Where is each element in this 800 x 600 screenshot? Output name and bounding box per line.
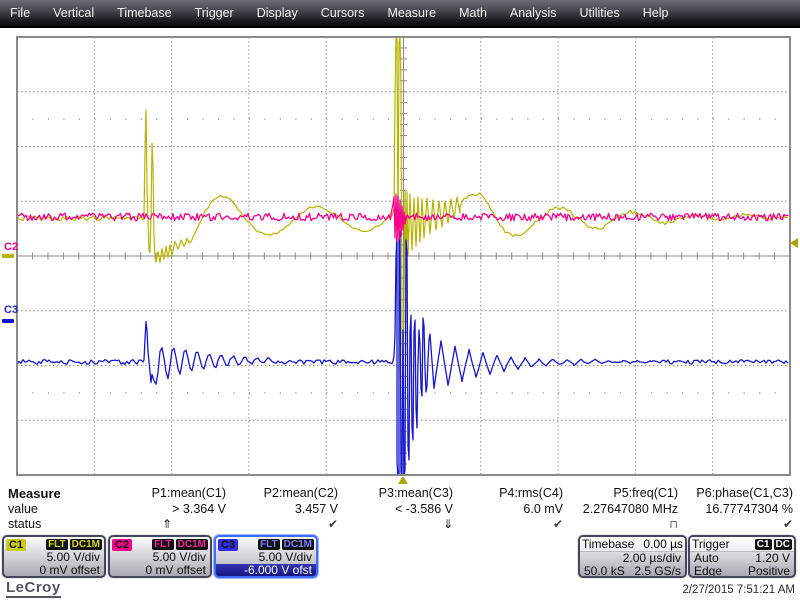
lecroy-logo: LeCroy: [6, 579, 61, 598]
measure-p5-value: 2.27647080 MHz: [582, 501, 678, 516]
menu-item-file[interactable]: File: [10, 6, 31, 20]
trigger-level-marker[interactable]: [790, 238, 798, 248]
trigger-coupling-badge: DC: [773, 539, 792, 550]
measure-p4-label[interactable]: P4:rms(C4): [499, 486, 563, 500]
trigger-mode: Auto: [694, 551, 719, 565]
c3-volts-per-div: 5.00 V/div: [258, 550, 312, 564]
c3-offset: -6.000 V ofst: [216, 564, 316, 576]
c2-volts-per-div: 5.00 V/div: [152, 550, 206, 564]
coupling-badge-flt: FLT: [258, 539, 280, 550]
c2-trace: [18, 193, 789, 243]
timebase-title: Timebase: [582, 537, 635, 551]
measure-p6-label[interactable]: P6:phase(C1,C3): [696, 486, 793, 500]
coupling-badge-dc1m: DC1M: [69, 539, 102, 550]
measure-p5-label[interactable]: P5:freq(C1): [613, 486, 678, 500]
timestamp: 2/27/2015 7:51:21 AM: [682, 584, 795, 596]
channel-zero-marker-c1[interactable]: [2, 254, 14, 258]
measure-p1-value: > 3.364 V: [172, 501, 226, 516]
measure-table-title: Measure: [8, 486, 61, 501]
channel-chip-c1: C1: [6, 538, 27, 551]
coupling-badge-flt: FLT: [46, 539, 68, 550]
channel-chip-c2: C2: [112, 538, 133, 551]
measure-p6-status-ok-icon: ✔: [782, 517, 793, 531]
measure-p4-status-ok-icon: ✔: [552, 517, 563, 531]
channel-descriptor-c2[interactable]: C2 FLT DC1M 5.00 V/div 0 mV offset: [108, 535, 212, 578]
measure-p3-status-underrange-icon: ⇓: [442, 517, 453, 531]
menu-item-math[interactable]: Math: [459, 6, 487, 20]
traces: [18, 38, 789, 474]
measure-table: Measure P1:mean(C1) P2:mean(C2) P3:mean(…: [8, 486, 795, 533]
trigger-slope: Positive: [747, 564, 790, 578]
channel-descriptor-c1[interactable]: C1 FLT DC1M 5.00 V/div 0 mV offset: [2, 535, 106, 578]
coupling-badge-dc1m: DC1M: [175, 539, 208, 550]
measure-status-row-label: status: [8, 517, 42, 531]
measure-p4-value: 6.0 mV: [523, 501, 563, 516]
menu-item-help[interactable]: Help: [642, 6, 669, 20]
measure-p2-status-ok-icon: ✔: [327, 517, 338, 531]
measure-p2-label[interactable]: P2:mean(C2): [263, 486, 338, 500]
timebase-sample-rate: 2.5 GS/s: [634, 564, 681, 578]
c1-volts-per-div: 5.00 V/div: [46, 550, 100, 564]
menu-item-timebase[interactable]: Timebase: [117, 6, 172, 20]
timebase-delay: 0.00 µs: [643, 537, 683, 551]
measure-p3-value: < -3.586 V: [394, 501, 453, 516]
measure-p5-status-pulse-icon: ⊓: [669, 518, 678, 531]
trigger-type: Edge: [694, 564, 723, 578]
channel-indicator-c2[interactable]: C2: [4, 241, 19, 253]
menu-item-utilities[interactable]: Utilities: [579, 6, 620, 20]
menu-item-measure[interactable]: Measure: [387, 6, 437, 20]
measure-value-row-label: value: [8, 501, 38, 516]
measure-p1-status-overrange-icon: ⇑: [161, 517, 172, 531]
timebase-samples: 50.0 kS: [584, 564, 625, 578]
coupling-badge-flt: FLT: [152, 539, 174, 550]
measure-p3-label[interactable]: P3:mean(C3): [378, 486, 453, 500]
channel-chip-c3: C3: [218, 538, 239, 551]
timebase-scale: 2.00 µs/div: [622, 551, 681, 565]
measure-p6-value: 16.77747304 %: [705, 501, 793, 516]
c1-trace: [18, 38, 789, 409]
trigger-descriptor[interactable]: Trigger C1 DC Auto 1.20 V Edge Positive: [688, 535, 796, 578]
c3-trace: [18, 230, 789, 474]
channel-descriptor-c3[interactable]: C3 FLT DC1M 5.00 V/div -6.000 V ofst: [214, 535, 318, 578]
menu-bar: File Vertical Timebase Trigger Display C…: [0, 0, 800, 28]
trigger-time-marker[interactable]: [398, 476, 408, 484]
menu-item-cursors[interactable]: Cursors: [320, 6, 365, 20]
timebase-descriptor[interactable]: Timebase 0.00 µs 2.00 µs/div 50.0 kS 2.5…: [578, 535, 687, 578]
trigger-title: Trigger: [692, 537, 730, 551]
menu-item-analysis[interactable]: Analysis: [509, 6, 557, 20]
menu-item-display[interactable]: Display: [256, 6, 298, 20]
measure-p1-label[interactable]: P1:mean(C1): [151, 486, 226, 500]
c1-offset: 0 mV offset: [39, 563, 100, 577]
measure-p2-value: 3.457 V: [294, 501, 338, 516]
menu-item-vertical[interactable]: Vertical: [53, 6, 95, 20]
trigger-source-badge: C1: [754, 539, 772, 550]
trigger-level: 1.20 V: [755, 551, 790, 565]
c2-offset: 0 mV offset: [145, 563, 206, 577]
menu-item-trigger[interactable]: Trigger: [194, 6, 234, 20]
channel-indicator-c3[interactable]: C3: [4, 304, 19, 316]
coupling-badge-dc1m: DC1M: [281, 539, 314, 550]
channel-zero-marker-c3[interactable]: [2, 319, 14, 323]
